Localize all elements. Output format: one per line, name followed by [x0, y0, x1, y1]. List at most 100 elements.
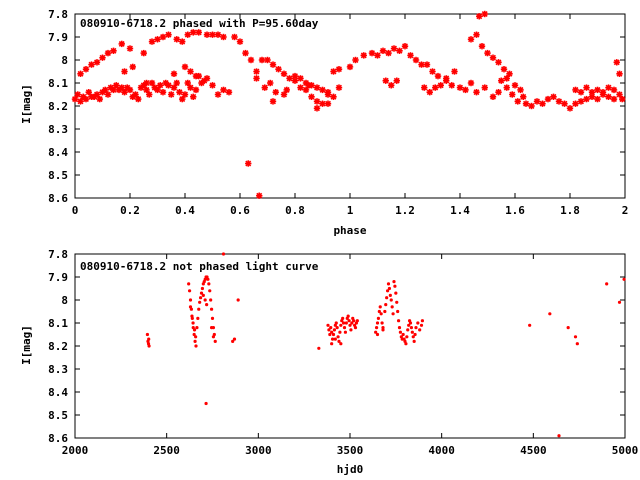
- data-point: [605, 84, 612, 91]
- data-point: [405, 335, 409, 339]
- data-point: [187, 84, 194, 91]
- data-point: [221, 252, 226, 256]
- data-point: [346, 63, 354, 71]
- data-point: [605, 282, 609, 286]
- data-point: [330, 68, 337, 75]
- data-point: [426, 89, 433, 96]
- y-tick-label: 8.6: [48, 192, 68, 205]
- data-point: [375, 332, 380, 337]
- data-point: [198, 300, 202, 304]
- data-point: [269, 61, 277, 68]
- data-point: [522, 100, 530, 107]
- data-point: [539, 100, 546, 107]
- data-point: [232, 337, 237, 341]
- data-point: [198, 296, 203, 300]
- data-point: [495, 89, 502, 96]
- data-point: [555, 98, 563, 105]
- data-point: [126, 45, 134, 52]
- data-point: [82, 66, 90, 73]
- data-point: [179, 38, 186, 45]
- data-point: [331, 332, 336, 337]
- data-point: [360, 52, 367, 59]
- data-point: [313, 98, 321, 105]
- data-point: [421, 84, 428, 91]
- chart-title: 080910-6718.2 not phased light curve: [80, 260, 319, 273]
- data-point: [145, 332, 150, 337]
- data-point: [203, 298, 207, 302]
- data-point: [206, 277, 210, 281]
- data-point: [334, 321, 338, 325]
- x-tick-label: 0.8: [285, 204, 305, 217]
- data-point: [333, 337, 337, 341]
- data-point: [205, 303, 209, 307]
- data-point: [514, 98, 521, 105]
- data-point: [374, 52, 381, 59]
- data-point: [409, 326, 414, 330]
- x-tick-label: 1: [347, 204, 354, 217]
- data-point: [82, 95, 90, 103]
- chart-title: 080910-6718.2 phased with P=95.60day: [80, 17, 319, 30]
- data-point: [544, 95, 552, 103]
- y-tick-label: 8.4: [48, 146, 68, 159]
- data-point: [418, 61, 425, 68]
- data-point: [599, 89, 607, 96]
- data-point: [385, 49, 392, 57]
- data-point: [184, 31, 191, 38]
- data-point: [225, 89, 233, 96]
- data-point: [374, 326, 379, 330]
- data-point: [401, 332, 405, 337]
- data-point: [313, 105, 321, 112]
- data-point: [413, 332, 417, 337]
- data-point: [187, 68, 194, 75]
- data-point: [253, 75, 260, 82]
- data-point: [478, 43, 486, 50]
- data-point: [394, 291, 398, 295]
- y-tick-label: 8: [61, 54, 68, 67]
- data-point: [397, 326, 402, 330]
- data-point: [99, 54, 106, 61]
- data-point: [429, 68, 436, 75]
- data-point: [533, 98, 541, 105]
- data-point: [489, 93, 497, 100]
- data-point: [396, 47, 403, 54]
- data-point: [381, 328, 385, 332]
- data-point: [88, 61, 95, 68]
- data-point: [188, 305, 193, 309]
- data-point: [187, 282, 191, 286]
- data-point: [341, 316, 345, 320]
- data-point: [201, 77, 208, 84]
- data-point: [388, 82, 395, 89]
- data-point: [210, 316, 215, 320]
- data-point: [476, 13, 483, 20]
- data-point: [550, 93, 557, 100]
- data-point: [346, 314, 350, 318]
- data-point: [352, 56, 359, 64]
- data-point: [208, 289, 212, 293]
- data-point: [173, 79, 180, 87]
- data-point: [467, 79, 475, 87]
- data-point: [200, 286, 205, 291]
- y-tick-label: 8.6: [48, 432, 68, 445]
- data-point: [220, 86, 227, 94]
- data-point: [616, 70, 623, 77]
- data-point: [619, 95, 626, 103]
- data-point: [392, 280, 396, 284]
- data-point: [330, 337, 335, 341]
- data-point: [297, 84, 304, 91]
- data-point: [398, 330, 403, 334]
- data-point: [349, 328, 353, 332]
- data-point: [451, 68, 458, 75]
- x-axis-label: hjd0: [337, 463, 364, 476]
- data-point: [147, 344, 151, 348]
- data-point: [194, 335, 198, 339]
- data-point: [503, 84, 510, 91]
- data-point: [110, 86, 117, 94]
- data-point: [192, 72, 200, 80]
- y-tick-label: 7.8: [48, 248, 68, 261]
- data-point: [330, 93, 337, 100]
- x-tick-label: 0.4: [175, 204, 195, 217]
- data-point: [104, 49, 112, 57]
- data-point: [381, 326, 385, 330]
- data-point: [572, 100, 579, 107]
- data-point: [577, 89, 585, 96]
